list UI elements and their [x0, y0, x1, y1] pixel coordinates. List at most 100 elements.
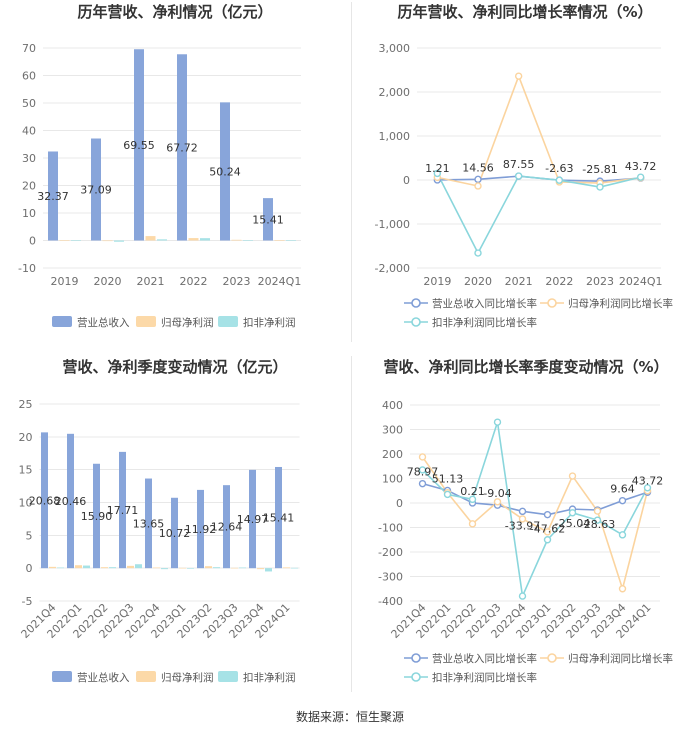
chart-3-bar-deducted-net-profit	[213, 567, 220, 569]
chart-4-legend-point-symbol	[411, 672, 421, 682]
chart-2-data-label: 43.72	[625, 160, 657, 173]
chart-1-ytick-label: 10	[22, 207, 36, 220]
chart-3-bar-revenue	[249, 469, 256, 569]
chart-3-bar-parent-net-profit	[127, 565, 134, 569]
chart-4-data-label: 43.72	[632, 474, 664, 487]
chart-4-ytick-label: 200	[382, 448, 403, 461]
chart-2-legend-label: 归母净利润同比增长率	[568, 297, 673, 310]
chart-2-title: 历年营收、净利同比增长率情况（%）	[397, 3, 652, 21]
chart-2-data-label: -2.63	[545, 162, 573, 175]
chart-3-ytick-label: 20	[19, 431, 33, 444]
chart-3-bar-deducted-net-profit	[57, 567, 64, 569]
chart-4-data-label: 0.21	[460, 485, 485, 498]
chart-1-legend-item-deducted-net-profit: 扣非净利润	[218, 316, 296, 329]
chart-3-bar-deducted-net-profit	[187, 568, 194, 569]
data-source-note: 数据来源：恒生聚源	[296, 709, 404, 724]
chart-1-ytick-label: -10	[18, 262, 36, 275]
chart-4-data-label: 78.97	[407, 466, 439, 479]
chart-1-bar-deducted-net-profit	[200, 238, 210, 241]
chart-3-bar-parent-net-profit	[257, 568, 264, 570]
chart-4-point-deducted-net-profit	[418, 466, 427, 474]
chart-3-bar-deducted-net-profit	[135, 564, 142, 569]
chart-1-bar-parent-net-profit	[274, 240, 285, 241]
chart-2-ytick-label: -2,000	[375, 262, 410, 275]
chart-3-legend-item-parent-net-profit: 归母净利润	[136, 671, 214, 684]
chart-4-point-deducted-net-profit	[568, 509, 577, 517]
chart-4-data-label: 9.64	[610, 483, 635, 496]
chart-3-bar-parent-net-profit	[49, 566, 56, 569]
chart-3-bar-parent-net-profit	[179, 567, 186, 569]
chart-3-ytick-label: 15	[19, 464, 33, 477]
chart-3-bar-deducted-net-profit	[265, 568, 272, 572]
chart-2: -2,000 -1,000 0 1,000 2,000 3,000 2019 2020 2021…	[375, 42, 673, 329]
chart-3-bar-revenue	[223, 485, 230, 569]
chart-3-data-label: 13.65	[133, 517, 165, 530]
chart-2-ytick-label: 3,000	[379, 42, 411, 55]
chart-3-legend-swatch	[136, 671, 156, 682]
chart-2-legend-item-deducted-net-profit: 扣非净利润同比增长率	[404, 316, 537, 329]
chart-1-bar-parent-net-profit	[231, 239, 242, 241]
chart-2-line-parent-net-profit	[437, 75, 641, 187]
chart-3-bar-revenue	[119, 451, 126, 569]
chart-3-ytick-label: 25	[19, 398, 33, 411]
chart-3-data-label: 12.64	[211, 521, 243, 534]
chart-2-legend-item-parent-net-profit: 归母净利润同比增长率	[540, 297, 673, 310]
chart-3-ytick-label: 0	[26, 562, 33, 575]
chart-4-data-label: -25.04	[555, 517, 590, 530]
chart-4-legend-point-symbol	[411, 653, 421, 663]
chart-1-data-label: 32.37	[37, 190, 69, 203]
chart-3-legend-swatch	[218, 671, 238, 682]
chart-3-bar-parent-net-profit	[231, 567, 238, 569]
chart-3-data-label: 11.92	[185, 523, 217, 536]
chart-1-legend-label: 营业总收入	[77, 316, 130, 329]
chart-4-point-revenue	[518, 507, 527, 516]
chart-4-line-parent-net-profit	[421, 456, 649, 590]
chart-1-bar-deducted-net-profit	[286, 240, 296, 241]
chart-2-legend-label: 营业总收入同比增长率	[432, 297, 537, 310]
chart-1-bar-deducted-net-profit	[114, 240, 124, 242]
chart-1-legend-swatch	[218, 316, 238, 327]
chart-1-ytick-label: 20	[22, 180, 36, 193]
chart-4-point-parent-net-profit	[468, 520, 477, 528]
chart-3-data-label: 15.41	[263, 512, 295, 525]
chart-1-bar-parent-net-profit	[102, 240, 113, 242]
chart-3-ytick-label: 10	[19, 497, 33, 510]
chart-4-point-deducted-net-profit	[468, 495, 477, 504]
chart-4-legend-item-deducted-net-profit: 扣非净利润同比增长率	[404, 671, 537, 684]
chart-1-bar-deducted-net-profit	[71, 240, 81, 241]
chart-2-legend-label: 扣非净利润同比增长率	[432, 316, 537, 329]
chart-3-title: 营收、净利季度变动情况（亿元）	[62, 358, 287, 376]
chart-4-point-parent-net-profit	[543, 528, 552, 536]
chart-4-legend-label: 归母净利润同比增长率	[568, 652, 673, 665]
chart-4-legend-item-parent-net-profit: 归母净利润同比增长率	[540, 652, 673, 665]
chart-4-ytick-label: 0	[396, 497, 403, 510]
chart-3-bar-deducted-net-profit	[161, 568, 168, 570]
chart-2-point-deducted-net-profit	[555, 176, 564, 184]
chart-3-legend-swatch	[52, 671, 72, 682]
chart-4-point-deducted-net-profit	[643, 484, 652, 492]
chart-2-legend-point-symbol	[547, 298, 557, 308]
chart-2-point-parent-net-profit	[474, 182, 482, 190]
chart-3-bar-revenue	[197, 489, 204, 569]
chart-4-ytick-label: -400	[378, 595, 403, 608]
chart-4-point-deducted-net-profit	[593, 516, 602, 524]
chart-4-point-parent-net-profit	[518, 515, 527, 523]
chart-1-data-label: 15.41	[252, 213, 284, 226]
chart-4-point-revenue	[618, 496, 627, 505]
chart-1-data-label: 50.24	[209, 165, 241, 178]
chart-3-ytick-label: -5	[22, 595, 33, 608]
chart-1-title: 历年营收、净利情况（亿元）	[77, 3, 272, 21]
chart-4-point-parent-net-profit	[618, 585, 627, 593]
chart-2-legend-point-symbol	[411, 298, 421, 308]
chart-3-legend-label: 归母净利润	[161, 671, 214, 684]
chart-1-xtick-label: 2023	[223, 275, 251, 288]
chart-4-point-revenue	[418, 479, 427, 488]
chart-1-legend-item-revenue: 营业总收入	[52, 316, 130, 329]
chart-2-xtick-label: 2020	[464, 275, 492, 288]
chart-2-xtick-label: 2022	[545, 275, 573, 288]
chart-1-bar-deducted-net-profit	[243, 240, 253, 241]
chart-2-point-deducted-net-profit	[514, 172, 523, 180]
chart-3-legend-label: 扣非净利润	[243, 671, 296, 684]
chart-4-ytick-label: 400	[382, 399, 403, 412]
